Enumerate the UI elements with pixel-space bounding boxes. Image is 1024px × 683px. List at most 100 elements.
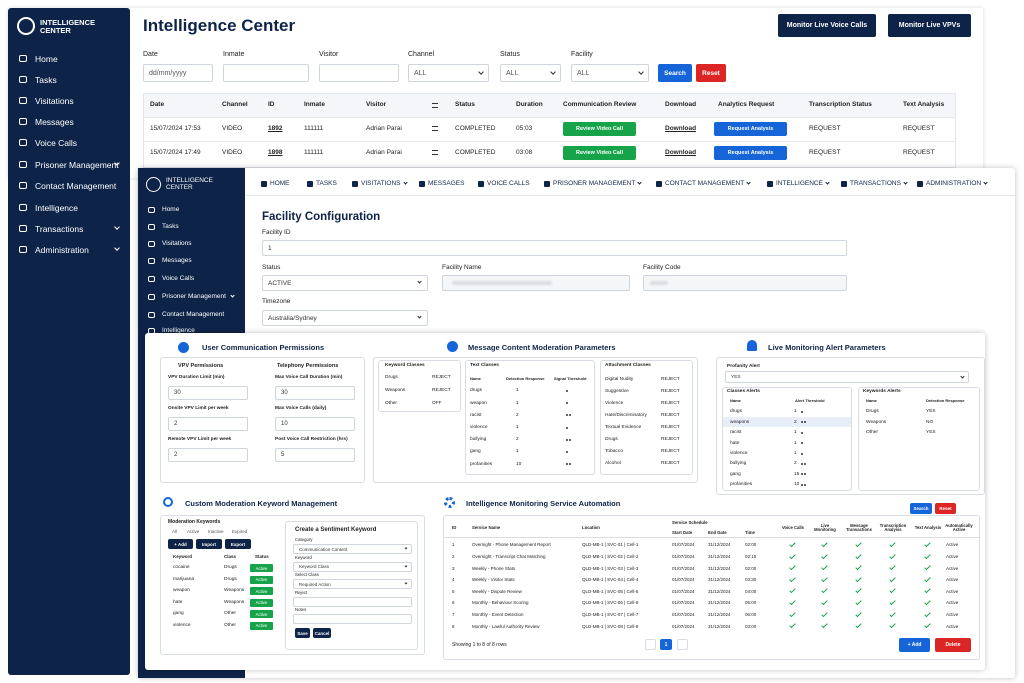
topnav-item: TASKS [316,180,337,188]
cell: QLD-MB-1 | SVC-05 | Cell-5 [582,588,639,594]
cell: REJECT [661,425,680,431]
nav-icon [148,224,155,230]
topnav-item: VISITATIONS [361,180,401,188]
form-title: Create a Sentiment Keyword [295,526,377,533]
cell: 6 [452,600,455,606]
nav-item: Voice Calls [162,275,195,283]
cell: Adrian Parai [366,149,402,157]
nav-icon [148,276,155,282]
reset-button[interactable]: Reset [935,503,956,514]
action-button[interactable]: Monitor Live Voice Calls [778,14,876,37]
cell: 31/12/2024 [708,554,731,560]
field-input[interactable]: 2 [168,448,248,462]
filter-input[interactable]: dd/mm/yyyy [143,64,213,82]
sub-card [378,360,461,412]
field-input[interactable]: Keyword Class [293,561,412,572]
cell: 1 [516,400,519,406]
page-number[interactable]: 1 [660,639,672,650]
cell: Drugs [385,375,398,381]
filter-input[interactable] [319,64,399,82]
cell: profanities [470,461,493,467]
cell: REJECT [432,375,451,381]
cell: REQUEST [809,149,841,157]
action-button[interactable]: Monitor Live VPVs [888,14,971,37]
field-select[interactable]: YES [725,371,969,383]
field-input[interactable]: 2 [168,417,248,431]
analysis-button[interactable]: Request Analysis [714,122,787,136]
cell: 1 [516,425,519,431]
list-button[interactable]: + Add [168,539,193,549]
cell: 15/07/2024 17:53 [150,125,201,133]
search-button[interactable]: Search [658,64,692,82]
column-header: Date [150,101,165,109]
col-header: Automatically Active [945,522,973,532]
col-header: Location [582,525,600,531]
column-header: Text Analysis [903,101,945,109]
field-select[interactable]: ACTIVE [262,275,428,291]
gear-icon [444,497,455,508]
field-label: Facility Name [442,264,482,272]
field-label: Keyword [295,554,312,560]
add-button[interactable]: + Add [899,638,930,652]
filter-label: Channel [408,51,435,59]
field-label: Remote VPV Limit per week [168,437,232,443]
signal-dot [804,463,806,465]
review-button[interactable]: Review Video Call [563,122,636,136]
field-input[interactable]: 5 [275,448,355,462]
field-label: Max Voice Call Duration (min) [275,375,343,381]
field-input[interactable]: Required Action [293,579,412,589]
field-input[interactable]: 1 [262,240,847,256]
topnav-icon [656,181,662,187]
field-input[interactable]: Communication Content [293,544,412,554]
cell: weapon [173,588,190,594]
cell: Active [946,612,959,618]
search-button[interactable]: Search [910,503,932,514]
field-input[interactable]: 30 [275,386,355,400]
field-input[interactable] [293,596,412,607]
field-select[interactable]: Australia/Sydney [262,310,428,326]
field-input[interactable] [293,614,412,624]
col-header: Live Monitoring [814,522,836,532]
status-pill: Active [250,610,273,618]
cell: Other [224,611,236,617]
cell: 111111 [304,149,324,157]
field-label: Profanity Alert [727,364,760,370]
page-prev [645,639,656,650]
signal-dot [801,473,803,476]
section-title: Facility Configuration [262,210,381,223]
cell: 06:00 [745,612,757,618]
cell: VIDEO [222,149,243,157]
nav-item: Home [35,53,58,64]
form-button[interactable]: Cancel [313,628,331,638]
cell: 31/12/2024 [708,588,731,594]
status-pill: Active [250,621,273,630]
review-button[interactable]: Review Video Call [563,146,636,160]
col-header: Status [255,554,269,560]
panel-title: Message Content Moderation Parameters [468,342,616,352]
signal-dot [566,390,568,392]
reset-button[interactable]: Reset [696,64,726,82]
list-button[interactable]: Import [196,539,222,549]
field-label: Notes [295,607,307,613]
delete-button[interactable]: Delete [935,638,971,652]
filter-input[interactable]: ALL [571,64,649,82]
filter-input[interactable]: ALL [500,64,561,82]
form-button[interactable]: Save [295,628,310,638]
field-input[interactable]: 10 [275,417,355,431]
field-input[interactable] [643,275,847,291]
filter-input[interactable]: ALL [408,64,489,82]
nav-icon [19,55,27,62]
tab: All [172,529,178,535]
cell: 4 [452,577,455,583]
cell: bullying [470,437,487,443]
topnav-item: HOME [270,180,290,188]
nav-item: Intelligence [35,202,79,213]
cell: weapon [470,400,487,406]
list-button[interactable]: Export [225,539,251,549]
field-input[interactable]: 30 [168,386,248,400]
topnav-icon [261,181,267,187]
filter-input[interactable] [223,64,309,82]
analysis-button[interactable]: Request Analysis [714,146,787,160]
blurred-text [650,281,668,285]
column-header: Analytics Request [718,101,775,109]
